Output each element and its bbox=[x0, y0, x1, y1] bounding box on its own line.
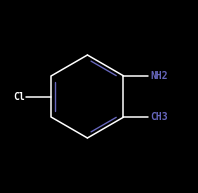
Text: NH2: NH2 bbox=[150, 71, 168, 81]
Text: CH3: CH3 bbox=[150, 112, 168, 122]
Text: Cl: Cl bbox=[13, 91, 25, 102]
